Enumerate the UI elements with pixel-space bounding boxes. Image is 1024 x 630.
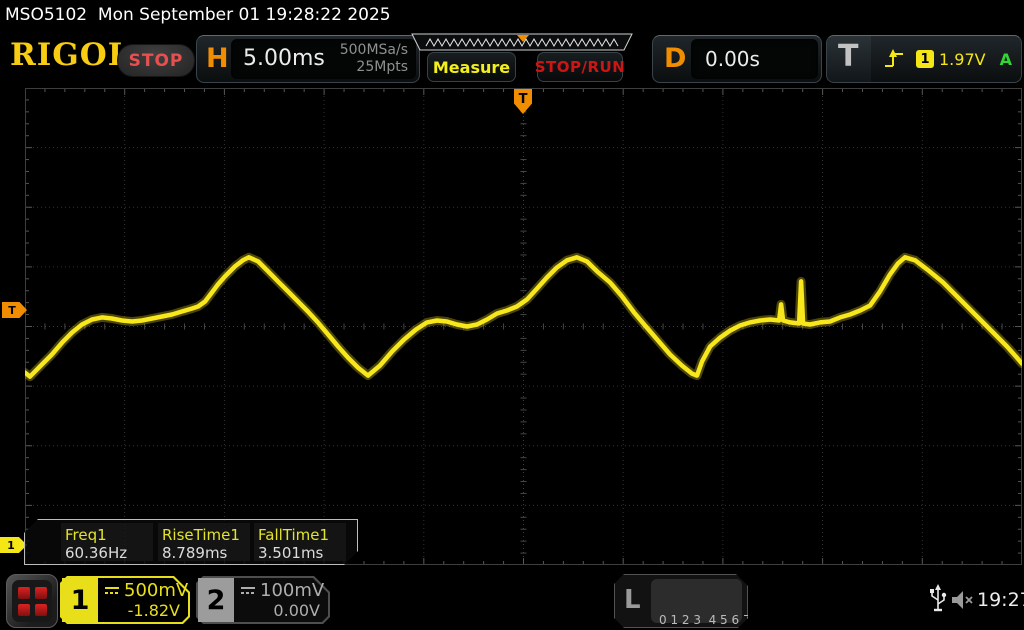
memory-waveform-bar <box>411 33 633 51</box>
sound-muted-icon <box>952 591 973 609</box>
usb-icon <box>930 584 947 612</box>
channel1-scale: 500mV <box>124 580 189 601</box>
measurement-results-panel: Freq1 60.36Hz RiseTime1 8.789ms FallTime… <box>24 519 358 565</box>
horizontal-values-box: 5.00ms 500MSa/s 25Mpts <box>231 39 416 79</box>
measurement-label: Freq1 <box>65 526 107 544</box>
logic-row-1: 0 1 2 3 4 5 6 7 <box>659 613 751 627</box>
measurement-freq: Freq1 60.36Hz <box>61 523 153 561</box>
channel1-offset: -1.82V <box>127 601 180 620</box>
trigger-panel[interactable]: T 1 1.97V A <box>826 35 1022 83</box>
delay-value: 0.00s <box>705 47 760 71</box>
channel2-scale: 100mV <box>260 580 325 601</box>
memory-depth: 25Mpts <box>356 59 408 75</box>
dc-coupling-icon <box>105 587 119 594</box>
channel2-offset: 0.00V <box>273 601 320 620</box>
channel1-ground-marker[interactable]: 1 <box>0 537 27 553</box>
rigol-logo: RIGOL <box>10 37 131 73</box>
delay-panel[interactable]: D 0.00s <box>652 35 822 83</box>
stop-run-button[interactable]: STOP/RUN <box>535 52 625 82</box>
trigger-source-badge: 1 <box>916 50 934 68</box>
menu-button[interactable] <box>6 574 58 628</box>
acquisition-status-badge: STOP <box>117 44 195 77</box>
sample-rate: 500MSa/s <box>339 42 408 58</box>
measurement-risetime: RiseTime1 8.789ms <box>158 523 250 561</box>
channel2-status-block[interactable]: 2 100mV 0.00V <box>196 576 330 624</box>
measurement-value: 60.36Hz <box>65 544 128 562</box>
measurement-value: 8.789ms <box>162 544 228 562</box>
trigger-tab <box>827 36 871 82</box>
horizontal-panel[interactable]: H 5.00ms 500MSa/s 25Mpts <box>196 35 420 83</box>
measurement-label: FallTime1 <box>258 526 330 544</box>
logic-channel-numbers: 0 1 2 3 4 5 6 7 8 9 1011 12131415 <box>651 579 742 623</box>
channel2-number-tab: 2 <box>198 578 234 622</box>
clock-time: 19:27 <box>977 589 1024 611</box>
trigger-label: T <box>838 39 859 74</box>
trigger-level-value: 1.97V <box>939 50 986 69</box>
channel1-status-block[interactable]: 1 500mV -1.82V <box>60 576 190 624</box>
rising-edge-icon <box>885 49 903 67</box>
delay-values-box: 0.00s <box>691 39 818 79</box>
model-and-datetime: MSO5102 Mon September 01 19:28:22 2025 <box>5 5 391 25</box>
trigger-position-marker[interactable]: T <box>514 89 532 114</box>
horizontal-label: H <box>206 43 229 74</box>
menu-grid-icon <box>12 580 52 622</box>
sample-rate-memory: 500MSa/s 25Mpts <box>340 42 408 76</box>
timebase-value: 5.00ms <box>243 46 325 71</box>
dc-coupling-icon <box>241 587 255 594</box>
logic-channels-block[interactable]: L 0 1 2 3 4 5 6 7 8 9 1011 12131415 <box>614 574 748 628</box>
measurement-label: RiseTime1 <box>162 526 240 544</box>
trigger-level-marker[interactable]: T <box>2 302 27 318</box>
graticule-display <box>25 88 1022 565</box>
delay-label: D <box>664 43 687 74</box>
trigger-mode: A <box>999 50 1012 69</box>
measure-button[interactable]: Measure <box>427 52 516 82</box>
measurement-falltime: FallTime1 3.501ms <box>254 523 346 561</box>
channel1-number-tab: 1 <box>62 578 98 622</box>
measurement-value: 3.501ms <box>258 544 324 562</box>
logic-label: L <box>624 585 641 615</box>
